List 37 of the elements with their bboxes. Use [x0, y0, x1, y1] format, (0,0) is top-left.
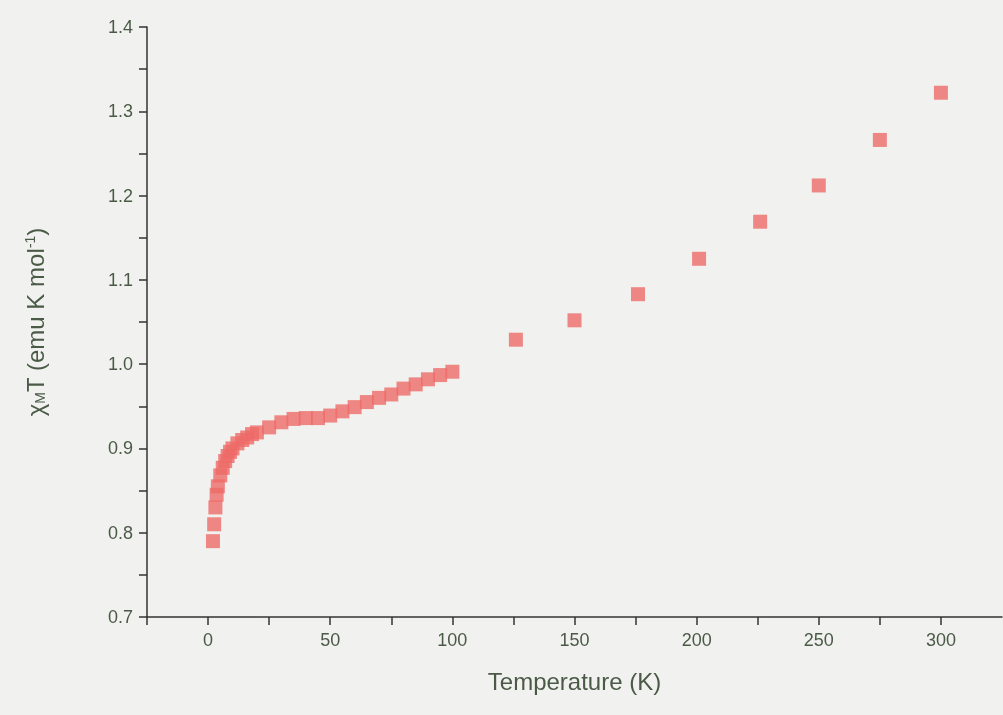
y-tick-label: 0.7: [107, 607, 133, 627]
point: [249, 425, 264, 440]
x-tick-label: 50: [320, 630, 341, 650]
point: [872, 132, 887, 147]
y-tick-label: 0.9: [107, 438, 133, 459]
point: [384, 387, 399, 402]
point: [933, 85, 948, 100]
y-tick-label: 1.1: [107, 269, 133, 290]
y-tick-label: 1.0: [107, 354, 133, 375]
point: [262, 420, 277, 435]
x-tick-label: 100: [437, 630, 468, 650]
point: [692, 251, 707, 266]
y-tick-label: 1.4: [107, 17, 133, 37]
point: [631, 287, 646, 302]
x-tick-label: 0: [203, 630, 214, 650]
y-axis-title: χMT (emu K mol-1): [21, 227, 49, 417]
x-tick-label: 150: [559, 630, 590, 650]
point: [207, 517, 222, 532]
point: [811, 178, 826, 193]
y-tick-label: 1.2: [107, 185, 133, 206]
point: [508, 332, 523, 347]
point: [753, 214, 768, 229]
point: [445, 364, 460, 379]
point: [396, 381, 411, 396]
point: [274, 415, 289, 430]
point: [347, 400, 362, 415]
point: [408, 377, 423, 392]
y-tick-label: 0.8: [107, 522, 133, 543]
point: [567, 313, 582, 328]
point: [323, 408, 338, 423]
y-tick-label: 1.3: [107, 101, 133, 122]
x-tick-label: 250: [803, 630, 834, 650]
point: [205, 534, 220, 549]
x-tick-label: 200: [681, 630, 712, 650]
point: [335, 404, 350, 419]
x-axis-title: Temperature (K): [487, 667, 662, 695]
x-tick-label: 300: [925, 630, 956, 650]
